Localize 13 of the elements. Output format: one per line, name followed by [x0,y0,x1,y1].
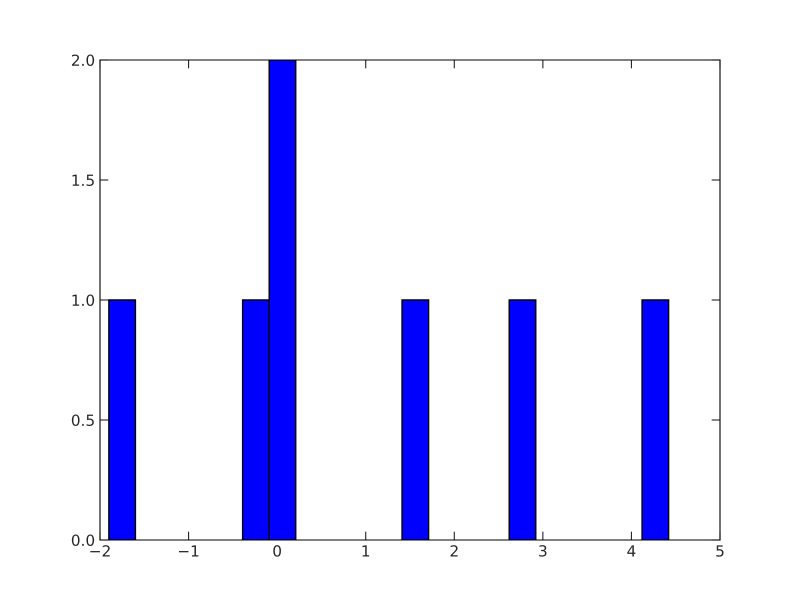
x-tick-label: 2 [450,545,458,556]
x-tick-label: 0 [273,545,281,557]
x-tick-label: 1 [362,545,370,556]
y-tick-label: 1.5 [72,174,94,186]
y-tick-label: 1.0 [72,294,94,306]
y-tick-label: 0.5 [72,414,94,426]
y-tick-label: 0.0 [72,534,94,546]
x-tick-label: 4 [627,545,636,556]
y-tick-label: 2.0 [72,54,94,66]
x-tick-label: 5 [716,545,724,557]
x-tick-label: −2 [90,545,110,556]
x-tick-label: −1 [178,545,198,556]
x-tick-label: 3 [539,545,546,557]
